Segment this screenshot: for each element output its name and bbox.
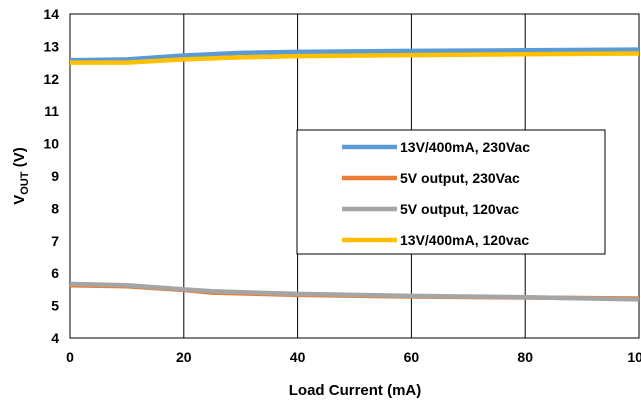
tick-labels: 0 20 40 60 80 100 4 5 6 7 8 9 10 11 12 13 14 [43,6,641,365]
y-tick-label-13: 13 [43,38,59,54]
legend-box [296,129,606,255]
x-axis-label: Load Current (mA) [289,382,422,399]
y-axis-label-main: V [11,195,28,205]
y-axis-label: VOUT (V) [11,147,31,204]
x-tick-label-80: 80 [517,349,533,365]
x-tick-label-40: 40 [290,349,306,365]
x-tick-label-100: 100 [627,349,641,365]
legend-label-3: 5V output, 120vac [400,201,519,217]
legend-label-4: 13V/400mA, 120vac [400,232,529,248]
legend-label-1: 13V/400mA, 230Vac [400,139,530,155]
y-axis-label-unit: (V) [11,147,28,171]
legend: 13V/400mA, 230Vac 5V output, 230Vac 5V out… [296,129,606,255]
y-axis-label-subscript: OUT [19,171,31,195]
y-tick-label-8: 8 [51,200,59,216]
y-tick-label-9: 9 [51,168,59,184]
y-tick-label-5: 5 [51,298,59,314]
x-tick-label-60: 60 [404,349,420,365]
y-tick-label-14: 14 [43,6,59,22]
series-line-3 [69,281,640,302]
y-tick-label-12: 12 [43,71,59,87]
plot-area-border [69,13,640,339]
series-line-1 [69,47,640,63]
y-tick-label-7: 7 [51,233,59,249]
y-tick-label-4: 4 [51,330,59,346]
x-tick-label-20: 20 [176,349,192,365]
y-tick-label-6: 6 [51,265,59,281]
series-lines [69,47,640,302]
y-tick-label-10: 10 [43,136,59,152]
x-tick-label-0: 0 [66,349,74,365]
y-tick-label-11: 11 [44,103,59,119]
series-line-4 [70,51,640,65]
legend-label-2: 5V output, 230Vac [400,170,520,186]
